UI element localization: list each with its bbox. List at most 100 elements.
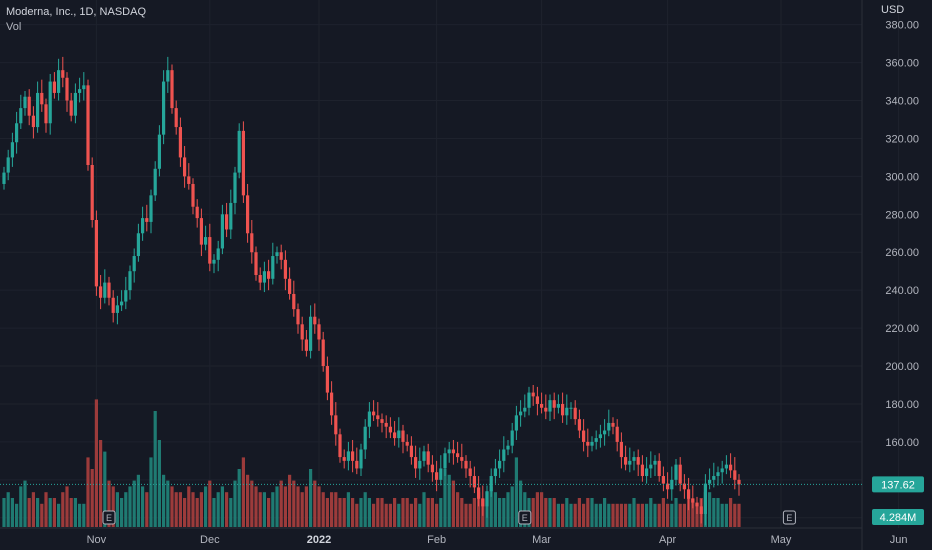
volume-bar <box>65 486 69 527</box>
candle-body <box>241 130 245 196</box>
candle-body <box>540 403 544 408</box>
volume-bar <box>2 498 6 527</box>
candle-body <box>661 476 665 484</box>
time-tick-label: Jun <box>890 534 908 546</box>
candle-body <box>36 92 40 128</box>
candle-body <box>485 491 489 507</box>
candle-body <box>73 92 77 116</box>
volume-bar <box>590 498 594 527</box>
candle-body <box>309 316 313 351</box>
candle-body <box>544 407 548 412</box>
volume-bar <box>506 492 510 527</box>
volume-bar <box>464 503 468 527</box>
earnings-marker[interactable] <box>782 510 796 525</box>
volume-bar <box>321 492 325 527</box>
candle-body <box>166 70 170 82</box>
volume-bar <box>426 498 430 527</box>
time-axis[interactable]: Nov Dec 2022 Feb Mar Apr May Jun <box>87 534 908 546</box>
candle-body <box>2 172 6 184</box>
volume-bar <box>120 498 124 527</box>
volume-bar <box>548 498 552 527</box>
volume-bar <box>577 498 581 527</box>
volume-bar <box>6 492 10 527</box>
candle-body <box>174 108 178 128</box>
volume-bar <box>15 503 19 527</box>
candle-body <box>510 430 514 446</box>
volume-bar <box>418 503 422 527</box>
candle-body <box>565 407 569 416</box>
candle-body <box>708 479 712 484</box>
price-tick-label: 340.00 <box>885 96 919 108</box>
volume-bar <box>254 486 258 527</box>
volume-bar <box>535 492 539 527</box>
volume-bar <box>111 486 115 527</box>
candle-body <box>720 468 724 473</box>
volume-bar <box>456 492 460 527</box>
volume-bar <box>489 486 493 527</box>
volume-bar <box>422 492 426 527</box>
candle-body <box>678 464 682 484</box>
volume-bar <box>225 492 229 527</box>
volume-bar <box>569 503 573 527</box>
volume-bar <box>178 492 182 527</box>
volume-bar <box>514 457 518 527</box>
volume-bar <box>338 498 342 527</box>
candle-body <box>149 195 153 222</box>
earnings-marker[interactable] <box>102 510 116 525</box>
price-tick-label: 260.00 <box>885 247 919 259</box>
volume-bar <box>61 492 65 527</box>
candle-body <box>418 460 422 469</box>
volume-bar <box>191 492 195 527</box>
earnings-marker[interactable] <box>518 510 532 525</box>
price-candles <box>2 56 741 526</box>
volume-bar <box>523 492 527 527</box>
volume-bar <box>380 498 384 527</box>
volume-bar <box>183 498 187 527</box>
candle-body <box>716 472 720 477</box>
volume-bar <box>279 480 283 527</box>
volume-bar <box>573 503 577 527</box>
volume-bar <box>720 503 724 527</box>
volume-bar <box>330 492 334 527</box>
candle-body <box>456 453 460 458</box>
last-volume-label: 4.284M <box>880 512 917 524</box>
candle-body <box>687 489 691 499</box>
volume-bar <box>309 469 313 527</box>
volume-bar <box>57 503 61 527</box>
last-price-label: 137.62 <box>881 479 915 491</box>
candle-body <box>548 400 552 412</box>
candle-body <box>443 453 447 469</box>
price-tick-label: 200.00 <box>885 361 919 373</box>
volume-bar <box>237 469 241 527</box>
candle-body <box>15 123 19 143</box>
volume-bar <box>69 498 73 527</box>
volume-bar <box>397 503 401 527</box>
price-tick-label: 220.00 <box>885 323 919 335</box>
volume-bar <box>94 399 98 527</box>
time-tick-label: May <box>771 534 792 546</box>
candle-body <box>598 434 602 439</box>
price-tick-label: 160.00 <box>885 437 919 449</box>
candle-body <box>481 498 485 507</box>
volume-bar <box>363 492 367 527</box>
candle-body <box>447 449 451 454</box>
candle-body <box>183 157 187 177</box>
candle-body <box>380 419 384 423</box>
volume-bar <box>304 486 308 527</box>
candle-body <box>162 81 166 135</box>
volume-bar <box>657 503 661 527</box>
candle-body <box>86 85 90 165</box>
candle-body <box>267 271 271 279</box>
candle-body <box>573 407 577 420</box>
price-axis[interactable]: 380.00 360.00 340.00 320.00 300.00 280.00 260.… <box>885 20 919 525</box>
volume-bar <box>519 480 523 527</box>
candle-body <box>233 172 237 203</box>
candle-body <box>737 479 741 485</box>
volume-bar <box>498 498 502 527</box>
candle-body <box>6 157 10 173</box>
candle-body <box>300 324 304 340</box>
volume-bar <box>586 498 590 527</box>
candle-body <box>363 426 367 450</box>
candle-body <box>493 468 497 477</box>
